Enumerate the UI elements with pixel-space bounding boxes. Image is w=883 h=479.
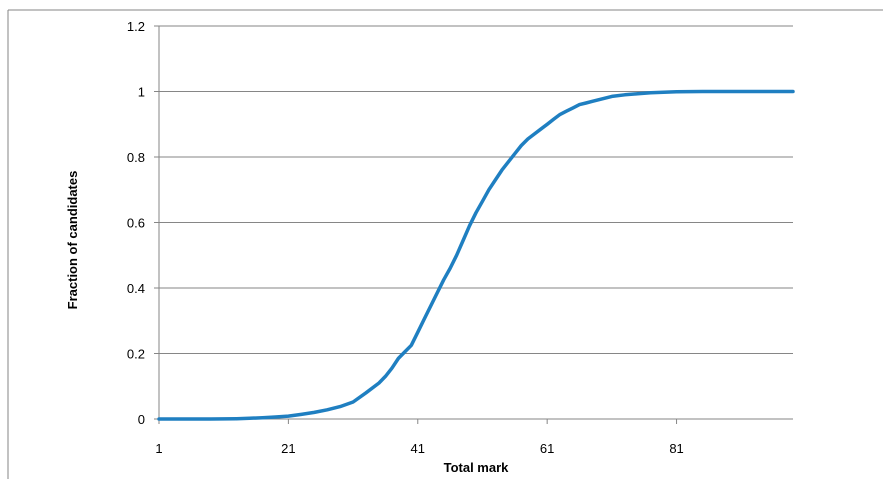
y-tick-label: 1 <box>138 85 145 100</box>
y-tick-label: 0.8 <box>127 150 145 165</box>
y-tick-labels: 0 0.2 0.4 0.6 0.8 1 1.2 <box>127 19 145 427</box>
y-tick-label: 0.6 <box>127 216 145 231</box>
y-axis-title: Fraction of candidates <box>65 171 80 310</box>
series-layer <box>157 89 795 421</box>
x-tick-label: 21 <box>281 441 295 456</box>
x-tick-label: 41 <box>411 441 425 456</box>
x-tick-labels: 1 21 41 61 81 <box>155 441 683 456</box>
y-tick-label: 0 <box>138 412 145 427</box>
x-tick-label: 61 <box>540 441 554 456</box>
x-tick-label: 81 <box>669 441 683 456</box>
x-tick-label: 1 <box>155 441 162 456</box>
series-line-0 <box>157 89 795 421</box>
axes <box>154 25 793 424</box>
y-tick-label: 0.2 <box>127 347 145 362</box>
y-tick-label: 0.4 <box>127 281 145 296</box>
x-axis-title: Total mark <box>444 460 510 475</box>
gridlines <box>159 25 793 354</box>
y-tick-label: 1.2 <box>127 19 145 34</box>
